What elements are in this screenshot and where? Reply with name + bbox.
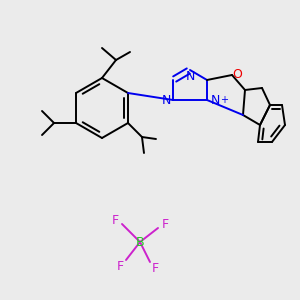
Text: F: F: [161, 218, 169, 230]
Text: B: B: [136, 236, 144, 248]
Text: N: N: [210, 94, 220, 106]
Text: F: F: [116, 260, 124, 272]
Text: F: F: [111, 214, 118, 226]
Text: N: N: [161, 94, 171, 106]
Text: F: F: [152, 262, 159, 275]
Text: N: N: [185, 70, 195, 83]
Text: O: O: [232, 68, 242, 82]
Text: +: +: [220, 95, 228, 105]
